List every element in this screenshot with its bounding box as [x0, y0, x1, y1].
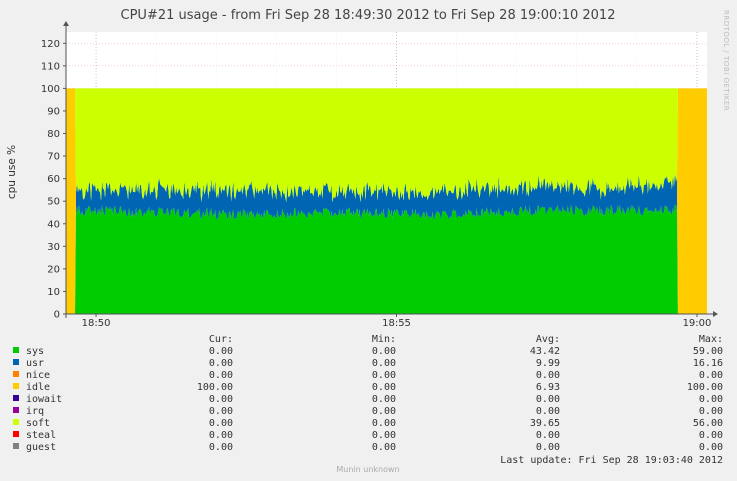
y-tick-label: 70 [47, 152, 60, 163]
legend-cur-iowait: 0.00 [209, 394, 233, 405]
legend-cur-guest: 0.00 [209, 442, 233, 453]
chart-title: CPU#21 usage - from Fri Sep 28 18:49:30 … [121, 8, 616, 23]
last-update-text: Last update: Fri Sep 28 19:03:40 2012 [500, 455, 723, 466]
legend-swatch-steal [13, 431, 19, 437]
y-tick-label: 20 [47, 264, 60, 275]
legend-swatch-usr [13, 359, 19, 365]
y-tick-label: 10 [47, 287, 60, 298]
y-tick-label: 110 [41, 61, 60, 72]
y-tick-labels: 0 10 20 30 40 50 60 70 80 90 100 110 120 [41, 39, 60, 321]
x-tick-label: 18:50 [82, 318, 111, 329]
y-tick-label: 30 [47, 242, 60, 253]
y-tick-label: 0 [54, 310, 60, 321]
legend-name-irq: irq [26, 406, 44, 417]
legend-name-iowait: iowait [26, 394, 62, 405]
legend-name-steal: steal [26, 430, 56, 441]
legend-header-min: Min: [372, 334, 396, 345]
legend-swatch-guest [13, 443, 19, 449]
legend-avg-steal: 0.00 [536, 430, 560, 441]
legend-cur-sys: 0.00 [209, 346, 233, 357]
rrdtool-credit: RRDTOOL / TOBI OETIKER [722, 10, 730, 111]
x-axis-arrow [713, 311, 718, 317]
y-tick-label: 120 [41, 39, 60, 50]
legend-avg-usr: 9.99 [536, 358, 560, 369]
legend-max-idle: 100.00 [687, 382, 723, 393]
legend-min-steal: 0.00 [372, 430, 396, 441]
y-axis-label: cpu use % [6, 145, 18, 199]
legend-cur-usr: 0.00 [209, 358, 233, 369]
legend-max-nice: 0.00 [699, 370, 723, 381]
legend-cur-steal: 0.00 [209, 430, 233, 441]
x-tick-label: 19:00 [683, 318, 712, 329]
stacked-areas [66, 88, 707, 315]
y-tick-label: 100 [41, 84, 60, 95]
legend-avg-sys: 43.42 [530, 346, 560, 357]
y-tick-label: 50 [47, 197, 60, 208]
legend-name-guest: guest [26, 442, 56, 453]
area-usr [66, 173, 707, 314]
legend-swatch-idle [13, 383, 19, 389]
legend-max-guest: 0.00 [699, 442, 723, 453]
legend-avg-irq: 0.00 [536, 406, 560, 417]
legend-swatch-nice [13, 371, 19, 377]
legend-max-iowait: 0.00 [699, 394, 723, 405]
legend-min-idle: 0.00 [372, 382, 396, 393]
legend-swatch-irq [13, 407, 19, 413]
legend-cur-idle: 100.00 [197, 382, 233, 393]
legend-avg-iowait: 0.00 [536, 394, 560, 405]
y-tick-label: 90 [47, 106, 60, 117]
legend-cur-soft: 0.00 [209, 418, 233, 429]
legend-min-iowait: 0.00 [372, 394, 396, 405]
legend-max-irq: 0.00 [699, 406, 723, 417]
axes [63, 21, 718, 318]
legend-header-max: Max: [699, 334, 723, 345]
legend: Cur: Min: Avg: Max:sys 0.00 0.00 43.42 59.00usr… [13, 334, 723, 453]
legend-swatch-sys [13, 347, 19, 353]
legend-header-avg: Avg: [536, 334, 560, 345]
legend-max-sys: 59.00 [693, 346, 723, 357]
x-tick-labels: 18:50 18:55 19:00 [82, 318, 712, 329]
legend-name-usr: usr [26, 358, 44, 369]
legend-min-usr: 0.00 [372, 358, 396, 369]
legend-name-sys: sys [26, 346, 44, 357]
legend-swatch-iowait [13, 395, 19, 401]
legend-min-guest: 0.00 [372, 442, 396, 453]
legend-avg-soft: 39.65 [530, 418, 560, 429]
munin-footer: Munin unknown [336, 465, 399, 474]
legend-min-sys: 0.00 [372, 346, 396, 357]
area-soft [66, 88, 707, 203]
legend-name-idle: idle [26, 382, 50, 393]
y-axis-arrow [63, 21, 69, 26]
legend-min-nice: 0.00 [372, 370, 396, 381]
legend-avg-idle: 6.93 [536, 382, 560, 393]
legend-avg-guest: 0.00 [536, 442, 560, 453]
x-tick-label: 18:55 [382, 318, 411, 329]
legend-min-irq: 0.00 [372, 406, 396, 417]
legend-name-soft: soft [26, 418, 50, 429]
legend-max-steal: 0.00 [699, 430, 723, 441]
y-tick-label: 80 [47, 129, 60, 140]
legend-max-soft: 56.00 [693, 418, 723, 429]
area-sys [66, 204, 707, 314]
legend-cur-nice: 0.00 [209, 370, 233, 381]
legend-swatch-soft [13, 419, 19, 425]
legend-avg-nice: 0.00 [536, 370, 560, 381]
y-tick-label: 40 [47, 219, 60, 230]
legend-cur-irq: 0.00 [209, 406, 233, 417]
y-tick-label: 60 [47, 174, 60, 185]
legend-header-cur: Cur: [209, 334, 233, 345]
legend-max-usr: 16.16 [693, 358, 723, 369]
legend-min-soft: 0.00 [372, 418, 396, 429]
legend-name-nice: nice [26, 370, 50, 381]
